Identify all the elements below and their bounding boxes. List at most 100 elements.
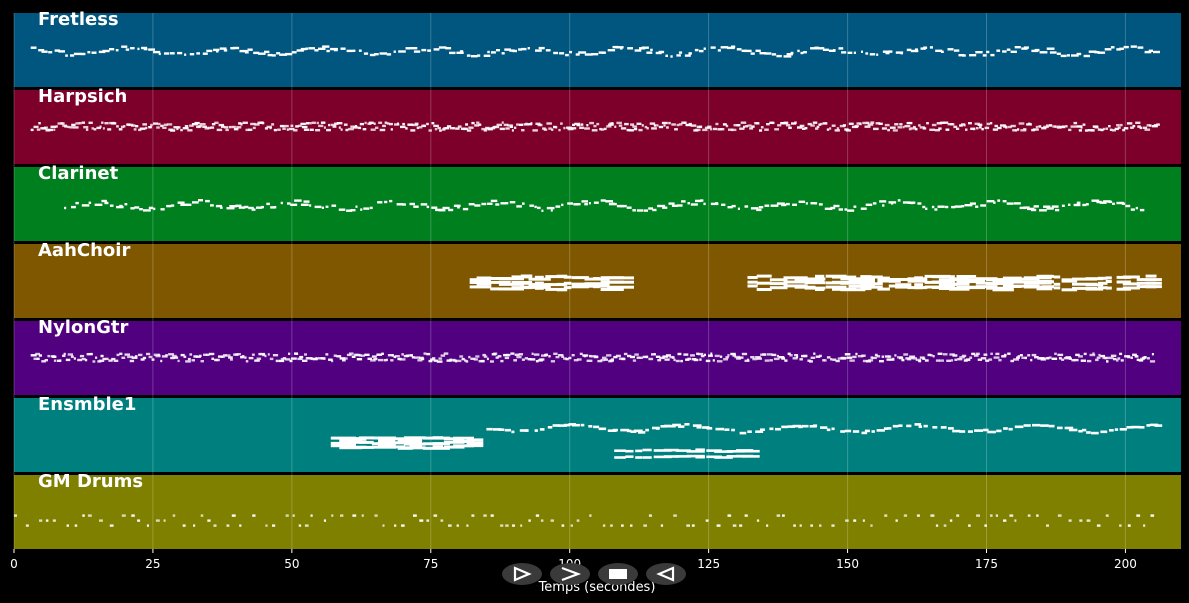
note [879,200,887,203]
rewind-button[interactable] [646,563,686,585]
note [1076,201,1081,204]
note [134,206,140,209]
note [421,48,427,52]
note [505,127,510,130]
note [158,52,161,56]
play-button[interactable] [502,563,542,585]
note [977,358,982,361]
note [731,128,737,132]
note [303,200,310,203]
note [864,125,871,128]
note [378,121,383,124]
note [756,288,772,291]
note [688,52,692,55]
note [1013,358,1019,361]
note [510,352,515,355]
note [426,205,430,209]
note [293,129,298,132]
note [977,123,983,126]
stop-button[interactable] [598,563,638,585]
note [428,129,432,132]
note [601,51,606,54]
note [355,125,358,128]
note [177,51,183,55]
note [725,124,729,128]
note [522,202,525,205]
note [225,354,231,357]
note [466,524,469,527]
note [842,124,846,127]
note [161,355,168,358]
note [1068,128,1072,132]
note [305,47,309,50]
note [457,206,460,209]
note [462,127,468,131]
note [238,122,242,125]
note [910,201,914,205]
note [140,358,145,361]
note [673,514,677,517]
note [797,126,803,129]
note [516,205,522,208]
note [586,124,589,127]
note [914,286,923,290]
note [920,47,926,50]
note [33,357,38,360]
note [906,48,912,52]
note [922,205,926,209]
note [1042,274,1054,278]
note [861,50,863,53]
note [501,52,505,55]
note [675,455,691,458]
note [486,427,493,431]
note [521,129,525,132]
note [248,128,253,131]
note [520,524,523,527]
note [1097,281,1108,285]
note [969,54,977,57]
note [607,429,617,432]
note [771,121,775,125]
note [919,126,925,129]
note [118,128,123,131]
note [831,124,836,127]
note [792,203,797,206]
note [773,357,780,361]
note [91,127,94,130]
note [648,514,652,517]
note [482,353,486,357]
note [836,127,840,130]
note [1007,125,1012,129]
note [198,199,203,202]
note [946,359,951,362]
note [475,355,480,358]
note [305,122,309,125]
note [838,47,844,50]
note [840,288,866,292]
note [466,129,472,132]
note [535,514,540,517]
note [373,357,378,361]
note [379,128,386,132]
note [99,125,102,128]
note [30,128,34,132]
note [1135,206,1138,210]
note [30,46,37,49]
note [823,359,827,362]
note [888,278,901,281]
note [279,359,285,363]
note [1153,124,1158,127]
note [1064,426,1074,430]
note [895,519,898,522]
forward-button[interactable] [550,563,590,585]
note [81,204,90,207]
note [714,450,733,453]
note [1019,206,1026,210]
note [267,353,270,356]
note [1058,357,1062,360]
note [971,352,976,356]
note [756,274,772,278]
note [288,352,291,355]
note [812,121,818,124]
note [818,354,822,358]
